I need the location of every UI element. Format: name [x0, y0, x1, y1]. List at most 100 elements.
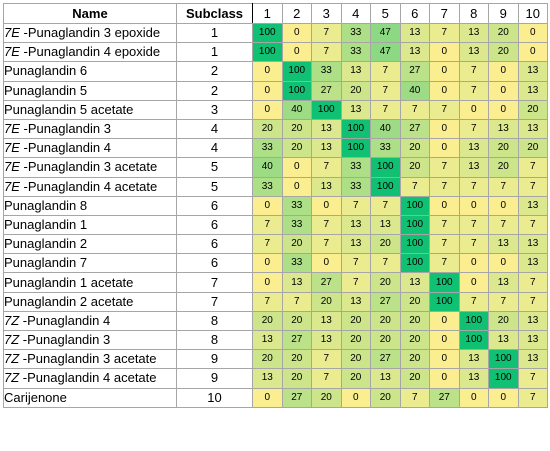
header-col-9: 9: [488, 3, 519, 24]
similarity-cell-col-4: 20: [340, 80, 371, 101]
similarity-cell-col-3: 7: [311, 157, 342, 178]
table-row: 7E -Punaglandin 4 4 33 20 13 100 33 20 0 13 20 20: [3, 138, 548, 159]
similarity-cell-col-8: 13: [458, 157, 489, 178]
table-row: 7Z -Punaglandin 3 acetate 9 20 20 7 20 27 20 0 13…: [3, 349, 548, 370]
similarity-cell-col-3: 7: [311, 42, 342, 63]
similarity-cell-col-10: 7: [517, 387, 548, 408]
similarity-cell-col-6: 7: [399, 99, 430, 120]
similarity-cell-col-4: 33: [340, 22, 371, 44]
similarity-cell-col-1: 0: [252, 272, 283, 293]
header-col-5: 5: [370, 3, 401, 24]
similarity-cell-col-2: 33: [281, 214, 312, 236]
similarity-cell-col-9: 0: [488, 61, 519, 82]
subclass-cell: 1: [176, 42, 253, 63]
similarity-cell-col-7: 7: [429, 253, 460, 274]
similarity-cell-col-2: 40: [281, 99, 312, 120]
table-row: 7E -Punaglandin 4 epoxide 1 100 0 7 33 47 13 0 13…: [3, 42, 548, 63]
similarity-cell-col-3: 0: [311, 195, 342, 216]
similarity-cell-col-3: 7: [311, 368, 342, 389]
similarity-cell-col-5: 100: [370, 157, 401, 178]
similarity-cell-col-4: 33: [340, 176, 371, 197]
similarity-cell-col-9: 0: [488, 195, 519, 216]
similarity-cell-col-6: 20: [399, 157, 430, 178]
table-row: Punaglandin 2 6 7 20 7 13 20 100 7 7 13 13: [3, 234, 548, 255]
similarity-cell-col-10: 7: [517, 291, 548, 312]
table-row: Punaglandin 1 acetate 7 0 13 27 7 20 13 100 0 13 7: [3, 272, 548, 293]
similarity-cell-col-5: 13: [370, 214, 401, 236]
table-row: Punaglandin 7 6 0 33 0 7 7 100 7 0 0 13: [3, 253, 548, 274]
similarity-cell-col-10: 13: [517, 118, 548, 140]
subclass-cell: 10: [176, 387, 253, 408]
similarity-cell-col-2: 100: [281, 80, 312, 101]
similarity-cell-col-9: 0: [488, 253, 519, 274]
subclass-cell: 8: [176, 329, 253, 351]
similarity-cell-col-7: 100: [429, 291, 460, 312]
similarity-cell-col-7: 0: [429, 349, 460, 370]
similarity-cell-col-8: 7: [458, 214, 489, 236]
table-row: 7Z -Punaglandin 4 8 20 20 13 20 20 20 0 100 20 13: [3, 310, 548, 332]
compound-name-cell: Punaglandin 7: [3, 253, 177, 274]
similarity-cell-col-5: 7: [370, 80, 401, 101]
similarity-cell-col-9: 20: [488, 157, 519, 178]
compound-name-cell: Punaglandin 2: [3, 234, 177, 255]
similarity-cell-col-5: 20: [370, 387, 401, 408]
table-row: Punaglandin 1 6 7 33 7 13 13 100 7 7 7 7: [3, 214, 548, 236]
compound-name: -Punaglandin 3: [19, 332, 111, 348]
similarity-cell-col-3: 20: [311, 387, 342, 408]
similarity-cell-col-9: 20: [488, 138, 519, 159]
similarity-cell-col-3: 7: [311, 22, 342, 44]
similarity-cell-col-8: 0: [458, 99, 489, 120]
table-row: Punaglandin 5 2 0 100 27 20 7 40 0 7 0 13: [3, 80, 548, 101]
similarity-cell-col-4: 13: [340, 234, 371, 255]
similarity-cell-col-2: 20: [281, 310, 312, 332]
similarity-cell-col-1: 33: [252, 176, 283, 197]
similarity-cell-col-8: 7: [458, 80, 489, 101]
subclass-cell: 1: [176, 22, 253, 44]
compound-name: Punaglandin 6: [4, 63, 88, 79]
compound-prefix: 7Z: [4, 312, 20, 328]
similarity-cell-col-6: 13: [399, 42, 430, 63]
similarity-cell-col-10: 7: [517, 214, 548, 236]
compound-name: Punaglandin 5: [4, 82, 88, 98]
compound-name-cell: Punaglandin 5: [3, 80, 177, 101]
subclass-cell: 7: [176, 272, 253, 293]
compound-name-cell: 7E -Punaglandin 4: [3, 138, 177, 159]
subclass-cell: 8: [176, 310, 253, 332]
compound-name: Punaglandin 5 acetate: [4, 101, 134, 117]
compound-name: -Punaglandin 4 acetate: [19, 370, 157, 386]
similarity-cell-col-2: 0: [281, 157, 312, 178]
similarity-cell-col-9: 13: [488, 272, 519, 293]
similarity-cell-col-7: 100: [429, 272, 460, 293]
compound-name: -Punaglandin 3 acetate: [19, 351, 157, 367]
similarity-cell-col-6: 13: [399, 272, 430, 293]
similarity-cell-col-7: 27: [429, 387, 460, 408]
header-col-1: 1: [252, 3, 283, 24]
similarity-cell-col-8: 7: [458, 291, 489, 312]
similarity-cell-col-6: 13: [399, 22, 430, 44]
compound-name: Punaglandin 1 acetate: [4, 274, 134, 290]
subclass-cell: 5: [176, 176, 253, 197]
similarity-cell-col-2: 0: [281, 42, 312, 63]
subclass-cell: 7: [176, 291, 253, 312]
similarity-cell-col-2: 33: [281, 195, 312, 216]
similarity-cell-col-6: 100: [399, 253, 430, 274]
similarity-cell-col-8: 13: [458, 42, 489, 63]
compound-name-cell: 7E -Punaglandin 3 epoxide: [3, 22, 177, 44]
compound-name: Punaglandin 7: [4, 255, 88, 271]
table-row: 7E -Punaglandin 3 4 20 20 13 100 40 27 0 7 13 13: [3, 118, 548, 140]
similarity-cell-col-2: 20: [281, 138, 312, 159]
similarity-cell-col-1: 13: [252, 329, 283, 351]
similarity-cell-col-3: 7: [311, 214, 342, 236]
similarity-cell-col-1: 20: [252, 349, 283, 370]
similarity-cell-col-2: 33: [281, 253, 312, 274]
similarity-cell-col-7: 7: [429, 176, 460, 197]
similarity-cell-col-7: 0: [429, 195, 460, 216]
compound-name: -Punaglandin 3: [19, 121, 111, 137]
similarity-cell-col-5: 100: [370, 176, 401, 197]
similarity-cell-col-3: 7: [311, 234, 342, 255]
similarity-cell-col-3: 33: [311, 61, 342, 82]
subclass-cell: 2: [176, 80, 253, 101]
subclass-cell: 3: [176, 99, 253, 120]
similarity-cell-col-6: 100: [399, 234, 430, 255]
